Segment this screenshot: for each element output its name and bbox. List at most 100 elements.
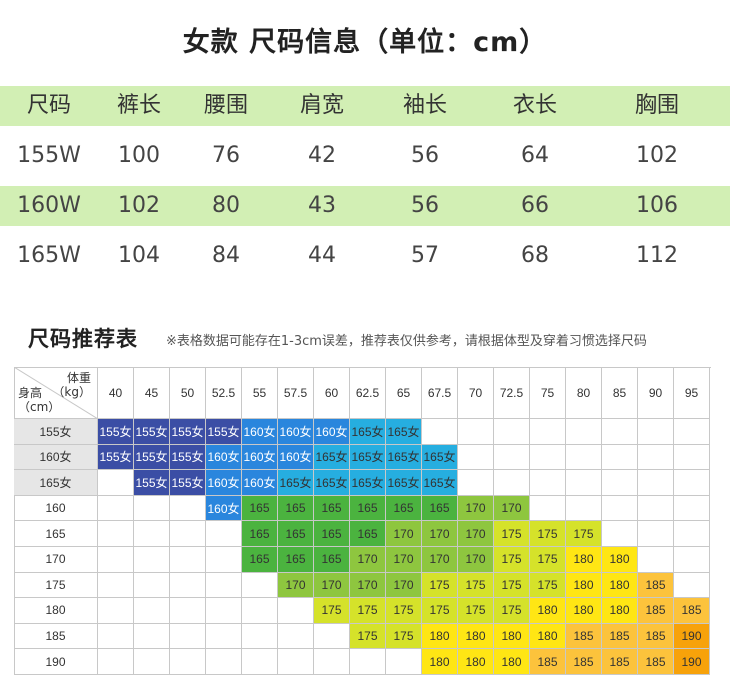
size-recommend-cell: 175 <box>494 572 530 599</box>
size-recommend-cell: 175 <box>386 598 422 624</box>
size-recommend-cell <box>98 649 134 675</box>
size-table-cell: 155W <box>17 143 81 168</box>
size-recommend-cell <box>134 521 170 547</box>
height-row-label: 185 <box>14 623 98 650</box>
size-recommend-cell <box>134 649 170 675</box>
size-recommend-cell <box>206 623 242 650</box>
size-recommend-cell: 155女 <box>134 470 170 496</box>
size-recommend-cell <box>602 470 638 496</box>
size-recommend-cell: 165女 <box>350 444 386 471</box>
size-recommend-cell: 165女 <box>386 470 422 496</box>
size-recommend-cell <box>170 547 206 573</box>
size-recommend-cell <box>458 444 494 471</box>
size-recommend-cell: 160女 <box>206 495 242 522</box>
size-recommend-cell <box>98 547 134 573</box>
size-table-header-cell: 腰围 <box>203 93 248 118</box>
grid-corner-header: 体重 （kg） 身高 （cm） <box>14 367 98 419</box>
size-recommend-cell <box>134 495 170 522</box>
size-recommend-cell: 185 <box>602 623 638 650</box>
size-table-cell: 66 <box>521 193 549 218</box>
height-row-label: 165女 <box>14 470 98 496</box>
weight-header-cell: 62.5 <box>350 367 386 419</box>
size-table-cell: 160W <box>17 193 81 218</box>
size-recommend-cell <box>134 572 170 599</box>
weight-header-cell: 85 <box>602 367 638 419</box>
size-recommend-cell: 165 <box>242 495 278 522</box>
size-recommend-cell: 175 <box>458 598 494 624</box>
size-recommend-cell: 165 <box>314 521 350 547</box>
size-recommend-cell <box>98 495 134 522</box>
size-recommend-cell: 165 <box>422 495 458 522</box>
size-table-cell: 57 <box>411 243 439 268</box>
size-table-row: 160W 102 80 43 56 66 106 <box>0 186 730 226</box>
size-recommend-cell: 185 <box>674 598 710 624</box>
size-recommend-cell: 160女 <box>278 419 314 445</box>
size-recommend-cell: 180 <box>566 598 602 624</box>
size-recommend-cell <box>638 444 674 471</box>
size-table-cell: 43 <box>308 193 336 218</box>
size-recommend-cell: 175 <box>494 598 530 624</box>
height-axis-label-line2: （cm） <box>18 400 61 414</box>
size-recommend-cell <box>638 419 674 445</box>
size-recommend-cell <box>98 623 134 650</box>
size-recommend-cell: 165女 <box>386 419 422 445</box>
size-recommend-cell: 155女 <box>134 444 170 471</box>
size-recommend-cell: 160女 <box>314 419 350 445</box>
size-recommend-cell: 180 <box>458 623 494 650</box>
size-recommend-cell: 170 <box>494 495 530 522</box>
size-recommend-cell: 190 <box>674 649 710 675</box>
size-recommend-cell: 175 <box>350 623 386 650</box>
size-recommend-cell: 175 <box>494 547 530 573</box>
size-table-header-cell: 袖长 <box>402 93 447 118</box>
size-recommend-cell: 165女 <box>386 444 422 471</box>
size-recommend-cell: 190 <box>674 623 710 650</box>
size-recommend-cell: 165 <box>278 547 314 573</box>
size-table-cell: 102 <box>636 143 678 168</box>
size-recommend-cell <box>278 649 314 675</box>
size-recommend-cell <box>602 419 638 445</box>
size-recommend-cell: 155女 <box>170 470 206 496</box>
size-recommend-cell: 170 <box>458 495 494 522</box>
size-recommend-cell <box>170 521 206 547</box>
size-recommend-cell <box>98 598 134 624</box>
size-recommend-cell: 180 <box>422 649 458 675</box>
size-recommend-cell: 170 <box>386 521 422 547</box>
size-recommend-cell <box>674 419 710 445</box>
weight-header-cell: 67.5 <box>422 367 458 419</box>
height-axis-label: 身高 （cm） <box>18 386 60 414</box>
size-recommend-cell: 175 <box>530 547 566 573</box>
weight-header-cell: 75 <box>530 367 566 419</box>
size-recommend-cell <box>638 547 674 573</box>
size-recommend-cell: 170 <box>458 521 494 547</box>
size-recommend-cell <box>134 598 170 624</box>
size-recommend-cell: 165 <box>242 521 278 547</box>
size-recommend-cell <box>170 623 206 650</box>
size-recommend-cell <box>458 470 494 496</box>
size-recommend-cell: 175 <box>314 598 350 624</box>
size-recommend-cell: 160女 <box>206 470 242 496</box>
size-recommend-cell <box>278 598 314 624</box>
size-recommend-cell: 175 <box>422 598 458 624</box>
weight-header-cell: 95 <box>674 367 710 419</box>
size-recommend-cell: 180 <box>530 623 566 650</box>
size-recommend-cell: 175 <box>530 572 566 599</box>
size-table-header-cell: 尺码 <box>26 93 71 118</box>
size-recommend-cell <box>206 572 242 599</box>
size-table-cell: 56 <box>411 193 439 218</box>
size-recommend-cell: 160女 <box>278 444 314 471</box>
size-recommend-cell <box>98 470 134 496</box>
size-recommend-cell: 170 <box>350 572 386 599</box>
weight-header-cell: 72.5 <box>494 367 530 419</box>
size-recommend-cell: 170 <box>458 547 494 573</box>
size-recommend-cell: 155女 <box>98 444 134 471</box>
size-recommend-cell: 165 <box>350 521 386 547</box>
size-recommend-cell: 160女 <box>206 444 242 471</box>
height-row-label: 175 <box>14 572 98 599</box>
size-recommend-cell: 165女 <box>422 444 458 471</box>
size-recommend-cell <box>170 598 206 624</box>
weight-header-cell: 55 <box>242 367 278 419</box>
size-recommend-cell <box>170 495 206 522</box>
size-recommend-cell <box>350 649 386 675</box>
size-table-cell: 84 <box>212 243 240 268</box>
size-recommend-cell: 185 <box>638 598 674 624</box>
